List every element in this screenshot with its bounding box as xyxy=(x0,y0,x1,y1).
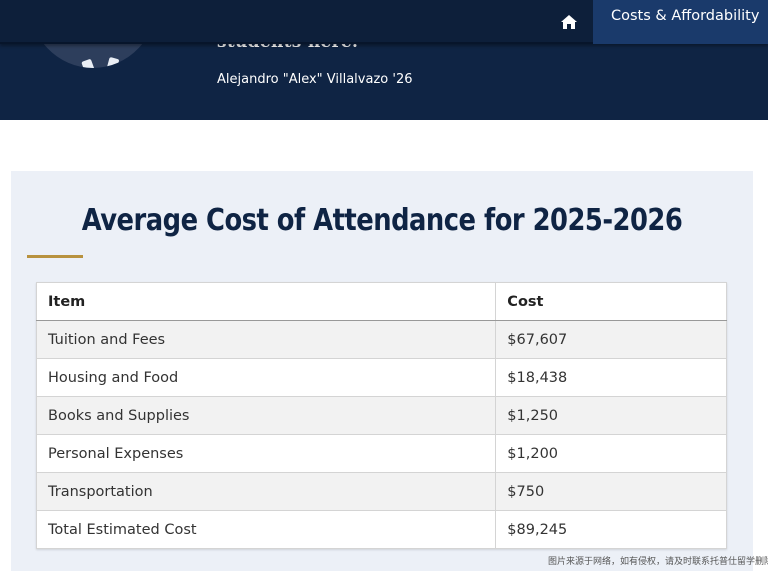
nav-item-costs-affordability[interactable]: Costs & Affordability xyxy=(593,0,768,44)
table-row-total: Total Estimated Cost $89,245 xyxy=(35,510,727,549)
item-cell: Tuition and Fees xyxy=(35,320,497,359)
column-header-item: Item xyxy=(35,282,497,321)
home-icon xyxy=(561,15,577,29)
cost-cell: $67,607 xyxy=(495,320,727,359)
table-row: Transportation $750 xyxy=(35,472,727,511)
cost-cell: $1,200 xyxy=(495,434,727,473)
column-header-cost: Cost xyxy=(495,282,727,321)
item-cell: Total Estimated Cost xyxy=(35,510,497,549)
table-header-row: Item Cost xyxy=(35,282,727,321)
cost-table: Item Cost Tuition and Fees $67,607 Housi… xyxy=(35,282,727,549)
photo-detail xyxy=(81,58,95,68)
cost-cell: $18,438 xyxy=(495,358,727,397)
section-title: Average Cost of Attendance for 2025-2026 xyxy=(81,203,683,238)
cost-cell: $1,250 xyxy=(495,396,727,435)
item-cell: Housing and Food xyxy=(35,358,497,397)
title-accent-divider xyxy=(27,255,83,258)
cost-cell: $750 xyxy=(495,472,727,511)
image-source-watermark: 图片来源于网络，如有侵权，请及时联系托普仕留学删除 xyxy=(548,557,768,567)
cost-cell: $89,245 xyxy=(495,510,727,549)
photo-detail xyxy=(106,56,120,68)
item-cell: Transportation xyxy=(35,472,497,511)
item-cell: Books and Supplies xyxy=(35,396,497,435)
top-navigation: Costs & Affordability xyxy=(0,0,768,44)
item-cell: Personal Expenses xyxy=(35,434,497,473)
table-row: Tuition and Fees $67,607 xyxy=(35,320,727,359)
table-row: Personal Expenses $1,200 xyxy=(35,434,727,473)
testimonial-attribution: Alejandro "Alex" Villalvazo '26 xyxy=(217,72,413,87)
home-button[interactable] xyxy=(551,0,587,44)
table-row: Books and Supplies $1,250 xyxy=(35,396,727,435)
table-row: Housing and Food $18,438 xyxy=(35,358,727,397)
